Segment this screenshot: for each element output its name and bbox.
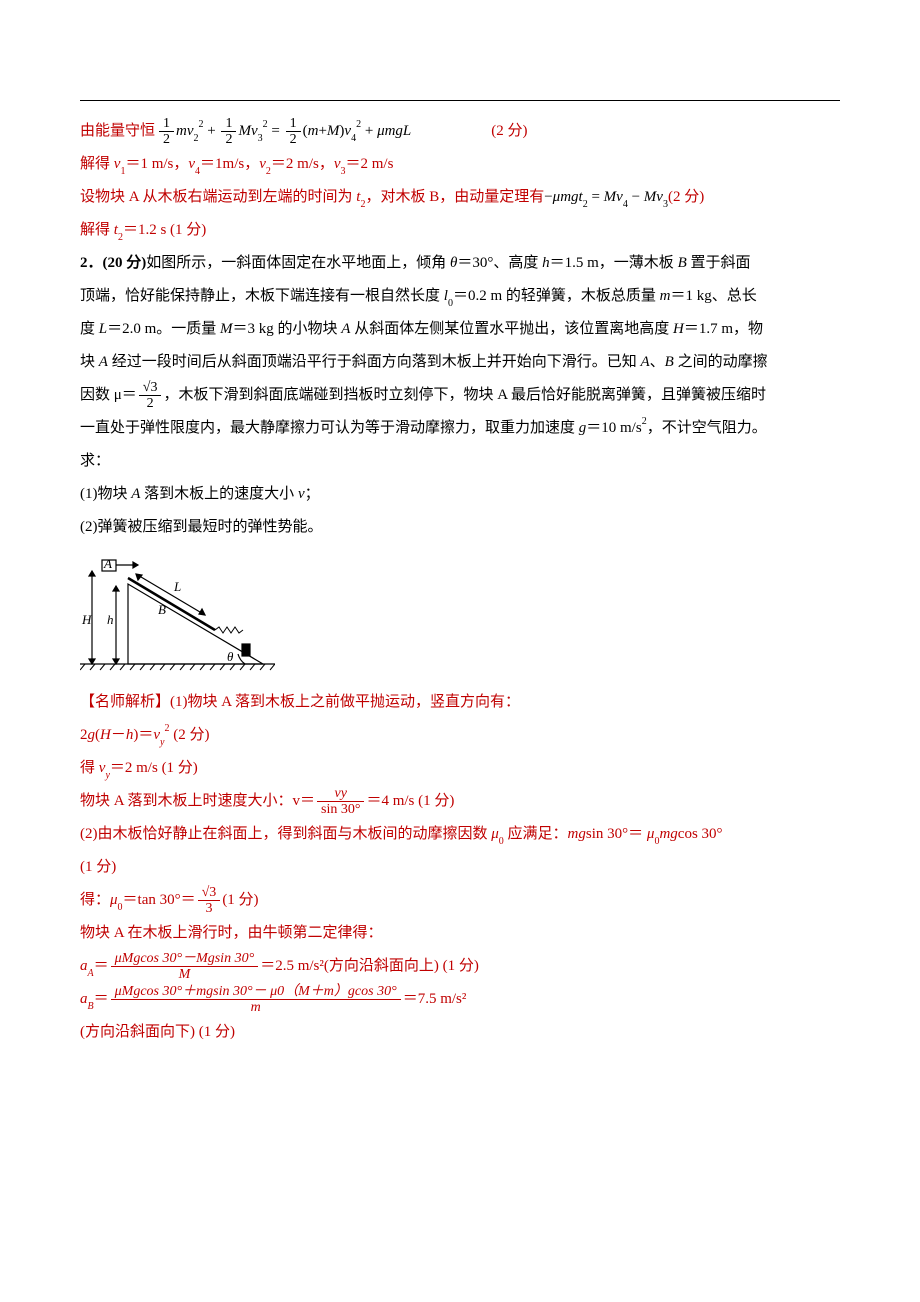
text: aB	[80, 983, 94, 1016]
solution-line-result1: 解得 v1＝1 m/s，v4＝1m/s，v2＝2 m/s，v3＝2 m/s	[80, 148, 840, 181]
text: 物块 A 落到木板上时速度大小：v＝	[80, 785, 315, 818]
text: ＝7.5 m/s²	[403, 983, 467, 1016]
solution-line: 得：μ0＝tan 30°＝ √33 (1 分)	[80, 884, 840, 917]
fraction-aA: μMgcos 30°－Mgsin 30° M	[111, 951, 259, 983]
text: (1 分)	[222, 884, 258, 917]
text: ，木板下滑到斜面底端碰到挡板时立刻停下，物块 A 最后恰好能脱离弹簧，且弹簧被压…	[163, 379, 766, 412]
text: ＝2.5 m/s²(方向沿斜面向上) (1 分)	[260, 950, 479, 983]
solution-line-aA: aA＝ μMgcos 30°－Mgsin 30° M ＝2.5 m/s²(方向沿…	[80, 950, 840, 983]
solution-line-energy: 由能量守恒 12mv22 + 12Mv32 = 12(m+M)v42 + μmg…	[80, 115, 840, 148]
label-B: B	[158, 602, 166, 617]
solution-header-line: 【名师解析】(1)物块 A 落到木板上之前做平抛运动，竖直方向有：	[80, 686, 840, 719]
solution-header: 【名师解析】	[80, 694, 170, 710]
question-2-line: 因数 μ＝ √32 ，木板下滑到斜面底端碰到挡板时立刻停下，物块 A 最后恰好能…	[80, 379, 840, 412]
label-H: H	[81, 612, 92, 627]
score-mark: (2 分)	[668, 181, 704, 214]
question-2-line: 顶端，恰好能保持静止，木板下端连接有一根自然长度 l0＝0.2 m 的轻弹簧，木…	[80, 280, 840, 313]
label-L: L	[173, 579, 181, 594]
equation-energy: 12mv22 + 12Mv32 = 12(m+M)v42 + μmgL	[157, 115, 411, 148]
fraction-sqrt3-over-2: √32	[139, 380, 162, 412]
text: 因数 μ＝	[80, 379, 137, 412]
solution-line-result2: 解得 t2＝1.2 s (1 分)	[80, 214, 840, 247]
fraction-sqrt3-over-3: √33	[198, 885, 221, 917]
page-root: 由能量守恒 12mv22 + 12Mv32 = 12(m+M)v42 + μmg…	[0, 0, 920, 1302]
fraction-vy-sin30: vy sin 30°	[317, 786, 364, 818]
question-2-line: 块 A 经过一段时间后从斜面顶端沿平行于斜面方向落到木板上并开始向下滑行。已知 …	[80, 346, 840, 379]
text: 得：μ0＝tan 30°＝	[80, 884, 196, 917]
text: aA	[80, 950, 94, 983]
score-mark: (2 分)	[491, 115, 527, 148]
text: (1)物块 A 落到木板上之前做平抛运动，竖直方向有：	[170, 694, 520, 710]
solution-line-momentum: 设物块 A 从木板右端运动到左端的时间为 t2，对木板 B，由动量定理有 −μm…	[80, 181, 840, 214]
horizontal-rule	[80, 100, 840, 101]
question-number: 2．(20 分)	[80, 255, 146, 271]
incline-diagram: A B L H h θ	[80, 556, 840, 676]
sub-question-1: (1)物块 A 落到木板上的速度大小 v；	[80, 478, 840, 511]
question-2-line: 度 L＝2.0 m。一质量 M＝3 kg 的小物块 A 从斜面体左侧某位置水平抛…	[80, 313, 840, 346]
question-2-line: 一直处于弹性限度内，最大静摩擦力可认为等于滑动摩擦力，取重力加速度 g＝10 m…	[80, 412, 840, 445]
fraction-aB: μMgcos 30°＋mgsin 30°－ μ0（M＋m）gcos 30° m	[111, 984, 401, 1016]
question-2: 2．(20 分)如图所示，一斜面体固定在水平地面上，倾角 θ＝30°、高度 h＝…	[80, 247, 840, 280]
solution-line: (方向沿斜面向下) (1 分)	[80, 1016, 840, 1049]
solution-line: 得 vy＝2 m/s (1 分)	[80, 752, 840, 785]
solution-line: 物块 A 在木板上滑行时，由牛顿第二定律得：	[80, 917, 840, 950]
text: 由能量守恒	[80, 115, 155, 148]
diagram-svg: A B L H h θ	[80, 556, 275, 671]
solution-line: 物块 A 落到木板上时速度大小：v＝ vy sin 30° ＝4 m/s (1 …	[80, 785, 840, 818]
solution-line: (2)由木板恰好静止在斜面上，得到斜面与木板间的动摩擦因数 μ0 应满足：mgs…	[80, 818, 840, 851]
sub-question-2: (2)弹簧被压缩到最短时的弹性势能。	[80, 511, 840, 544]
label-h: h	[107, 612, 114, 627]
text: ＝4 m/s (1 分)	[366, 785, 454, 818]
equation-momentum: −μmgt2 = Mv4 − Mv3	[544, 181, 668, 214]
text: 设物块 A 从木板右端运动到左端的时间为 t2，对木板 B，由动量定理有	[80, 181, 544, 214]
solution-line: 2g(H－h)＝vy2 (2 分)	[80, 719, 840, 752]
solution-line-aB: aB＝ μMgcos 30°＋mgsin 30°－ μ0（M＋m）gcos 30…	[80, 983, 840, 1016]
label-theta: θ	[227, 649, 234, 664]
question-2-line: 求：	[80, 445, 840, 478]
solution-line: (1 分)	[80, 851, 840, 884]
label-A: A	[103, 556, 112, 571]
